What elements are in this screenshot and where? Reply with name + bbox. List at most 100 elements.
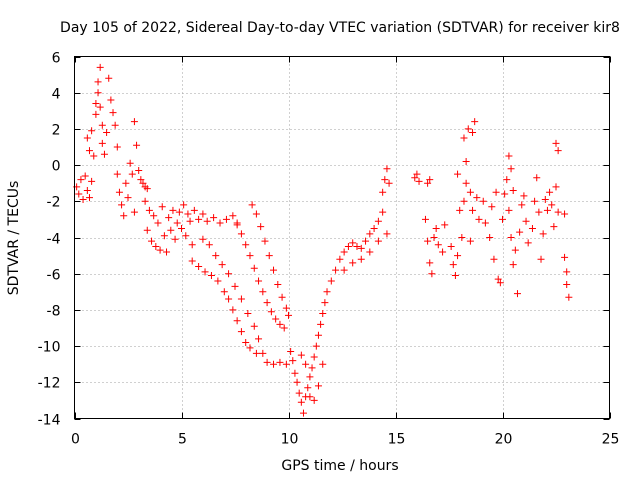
x-axis-label: GPS time / hours	[281, 458, 398, 474]
data-point	[458, 234, 466, 241]
data-point	[178, 224, 185, 232]
data-point	[163, 248, 171, 256]
data-point	[180, 201, 188, 209]
y-axis-label: SDTVAR / TECUs	[6, 181, 22, 296]
data-point	[199, 235, 207, 243]
data-point	[237, 328, 245, 336]
data-point	[135, 167, 143, 175]
y-tick-label: 6	[52, 51, 61, 67]
data-point	[496, 279, 504, 287]
data-point	[103, 129, 111, 137]
data-point	[212, 252, 220, 260]
data-point	[503, 176, 511, 184]
data-point	[383, 165, 391, 173]
data-point	[233, 219, 241, 227]
data-point	[210, 214, 218, 222]
data-point	[81, 172, 89, 180]
data-point	[225, 295, 233, 303]
data-point	[518, 201, 526, 209]
data-point	[280, 324, 288, 332]
data-point	[370, 224, 378, 232]
chart-title: Day 105 of 2022, Sidereal Day-to-day VTE…	[60, 20, 620, 36]
data-point	[565, 293, 573, 301]
data-point	[563, 268, 571, 276]
data-point	[79, 195, 87, 203]
grid-lines	[74, 56, 610, 419]
data-point	[267, 308, 275, 316]
data-point	[541, 195, 549, 203]
data-point	[509, 186, 517, 194]
data-point	[105, 74, 113, 82]
data-point	[332, 266, 340, 274]
data-point	[182, 232, 190, 240]
data-point	[246, 344, 254, 352]
data-point	[507, 165, 515, 173]
data-point	[314, 382, 322, 390]
data-point	[299, 409, 307, 417]
data-point	[250, 264, 258, 272]
data-point	[314, 331, 322, 339]
data-point	[85, 194, 93, 202]
x-tick-label: 25	[602, 432, 620, 448]
y-tick-label: -6	[47, 268, 61, 284]
data-point	[222, 215, 230, 223]
data-point	[505, 206, 513, 214]
data-point	[374, 237, 382, 245]
data-point	[293, 378, 301, 386]
data-point	[447, 243, 455, 251]
data-point	[130, 118, 138, 126]
data-point	[353, 243, 361, 251]
y-tick-label: 4	[52, 87, 61, 103]
data-point	[533, 174, 541, 182]
data-point	[186, 217, 194, 225]
data-point	[479, 197, 487, 205]
data-point	[201, 268, 209, 276]
data-point	[340, 266, 348, 274]
data-point	[441, 221, 449, 229]
data-point	[285, 311, 292, 319]
data-point	[421, 215, 429, 223]
data-point	[381, 176, 389, 184]
data-point	[126, 159, 134, 167]
data-point	[466, 237, 474, 245]
data-point	[150, 212, 158, 220]
data-point	[124, 194, 132, 202]
data-point	[252, 349, 260, 357]
plot-frame	[74, 56, 610, 419]
data-point	[561, 253, 569, 261]
data-point	[250, 322, 258, 330]
data-point	[173, 219, 181, 227]
data-point	[306, 393, 314, 401]
x-tick-label: 0	[71, 432, 80, 448]
data-point	[85, 147, 93, 155]
data-point	[128, 170, 136, 178]
data-point	[319, 310, 327, 318]
data-point	[312, 342, 320, 350]
y-tick-label: -8	[47, 304, 61, 320]
data-point	[466, 188, 474, 196]
data-point	[426, 259, 434, 267]
data-point	[513, 290, 521, 298]
data-point	[216, 219, 224, 227]
x-tick-label: 5	[178, 432, 187, 448]
data-point	[546, 188, 554, 196]
x-tick-label: 15	[388, 432, 406, 448]
data-point	[109, 109, 117, 117]
data-point	[522, 217, 530, 225]
data-point	[327, 277, 335, 285]
data-point	[460, 134, 468, 142]
data-point	[310, 353, 318, 361]
data-point	[259, 288, 267, 296]
data-point	[499, 215, 506, 223]
data-point	[469, 129, 477, 137]
data-point	[154, 219, 162, 227]
data-point	[295, 389, 303, 397]
data-point	[385, 179, 393, 187]
data-point	[366, 230, 374, 238]
data-point	[248, 201, 256, 209]
data-point	[304, 384, 312, 392]
y-tick-label: -12	[38, 376, 61, 392]
tick-labels: 0 5 10 15 20 25 -14 -12 -10 -8 -6 -4 -2 0 2 4 6	[38, 51, 620, 448]
data-point	[340, 248, 348, 256]
data-point	[118, 201, 126, 209]
